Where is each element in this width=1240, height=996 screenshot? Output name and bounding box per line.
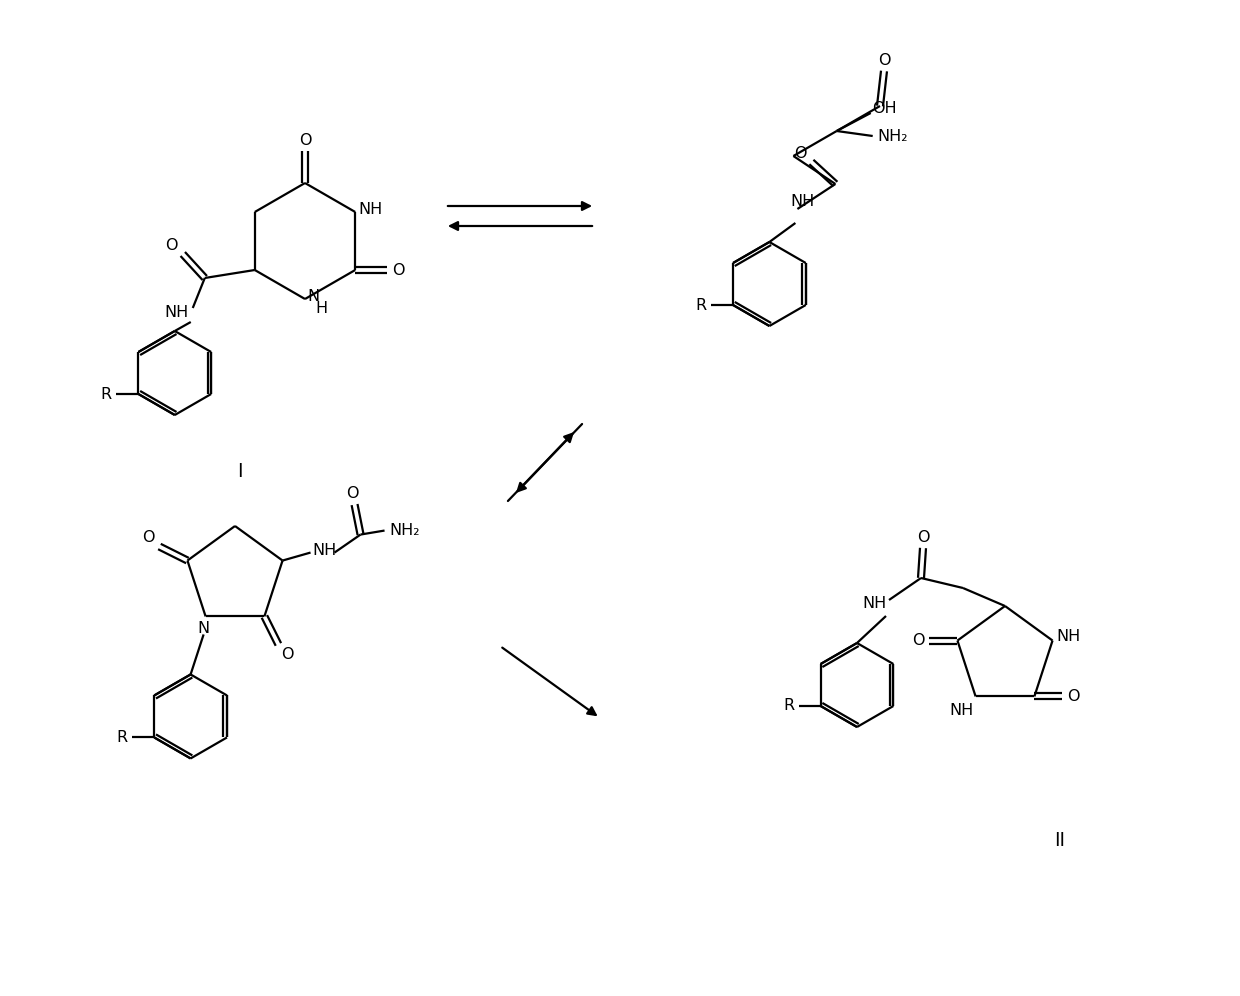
Text: R: R <box>100 386 112 401</box>
Text: O: O <box>346 486 358 501</box>
Text: R: R <box>784 698 794 713</box>
Text: O: O <box>794 145 807 160</box>
Text: II: II <box>1054 832 1065 851</box>
Text: N: N <box>197 621 210 636</box>
Text: R: R <box>696 298 707 313</box>
Text: O: O <box>1068 689 1080 704</box>
Text: NH: NH <box>165 305 188 320</box>
Text: N: N <box>308 289 319 304</box>
Text: OH: OH <box>873 101 897 116</box>
Text: NH: NH <box>1056 629 1081 644</box>
Text: O: O <box>392 263 404 278</box>
Text: NH₂: NH₂ <box>878 128 908 143</box>
Text: NH: NH <box>358 201 382 216</box>
Text: NH: NH <box>863 597 887 612</box>
Text: O: O <box>913 633 925 648</box>
Text: NH: NH <box>950 703 973 718</box>
Text: NH: NH <box>312 543 337 558</box>
Text: O: O <box>916 530 929 545</box>
Text: NH: NH <box>790 193 815 208</box>
Text: O: O <box>299 132 311 147</box>
Text: O: O <box>281 647 294 662</box>
Text: O: O <box>878 53 890 68</box>
Text: O: O <box>143 530 155 545</box>
Text: I: I <box>237 461 243 480</box>
Text: R: R <box>117 730 128 745</box>
Text: H: H <box>315 301 327 316</box>
Text: O: O <box>165 237 179 253</box>
Text: NH₂: NH₂ <box>389 523 420 538</box>
